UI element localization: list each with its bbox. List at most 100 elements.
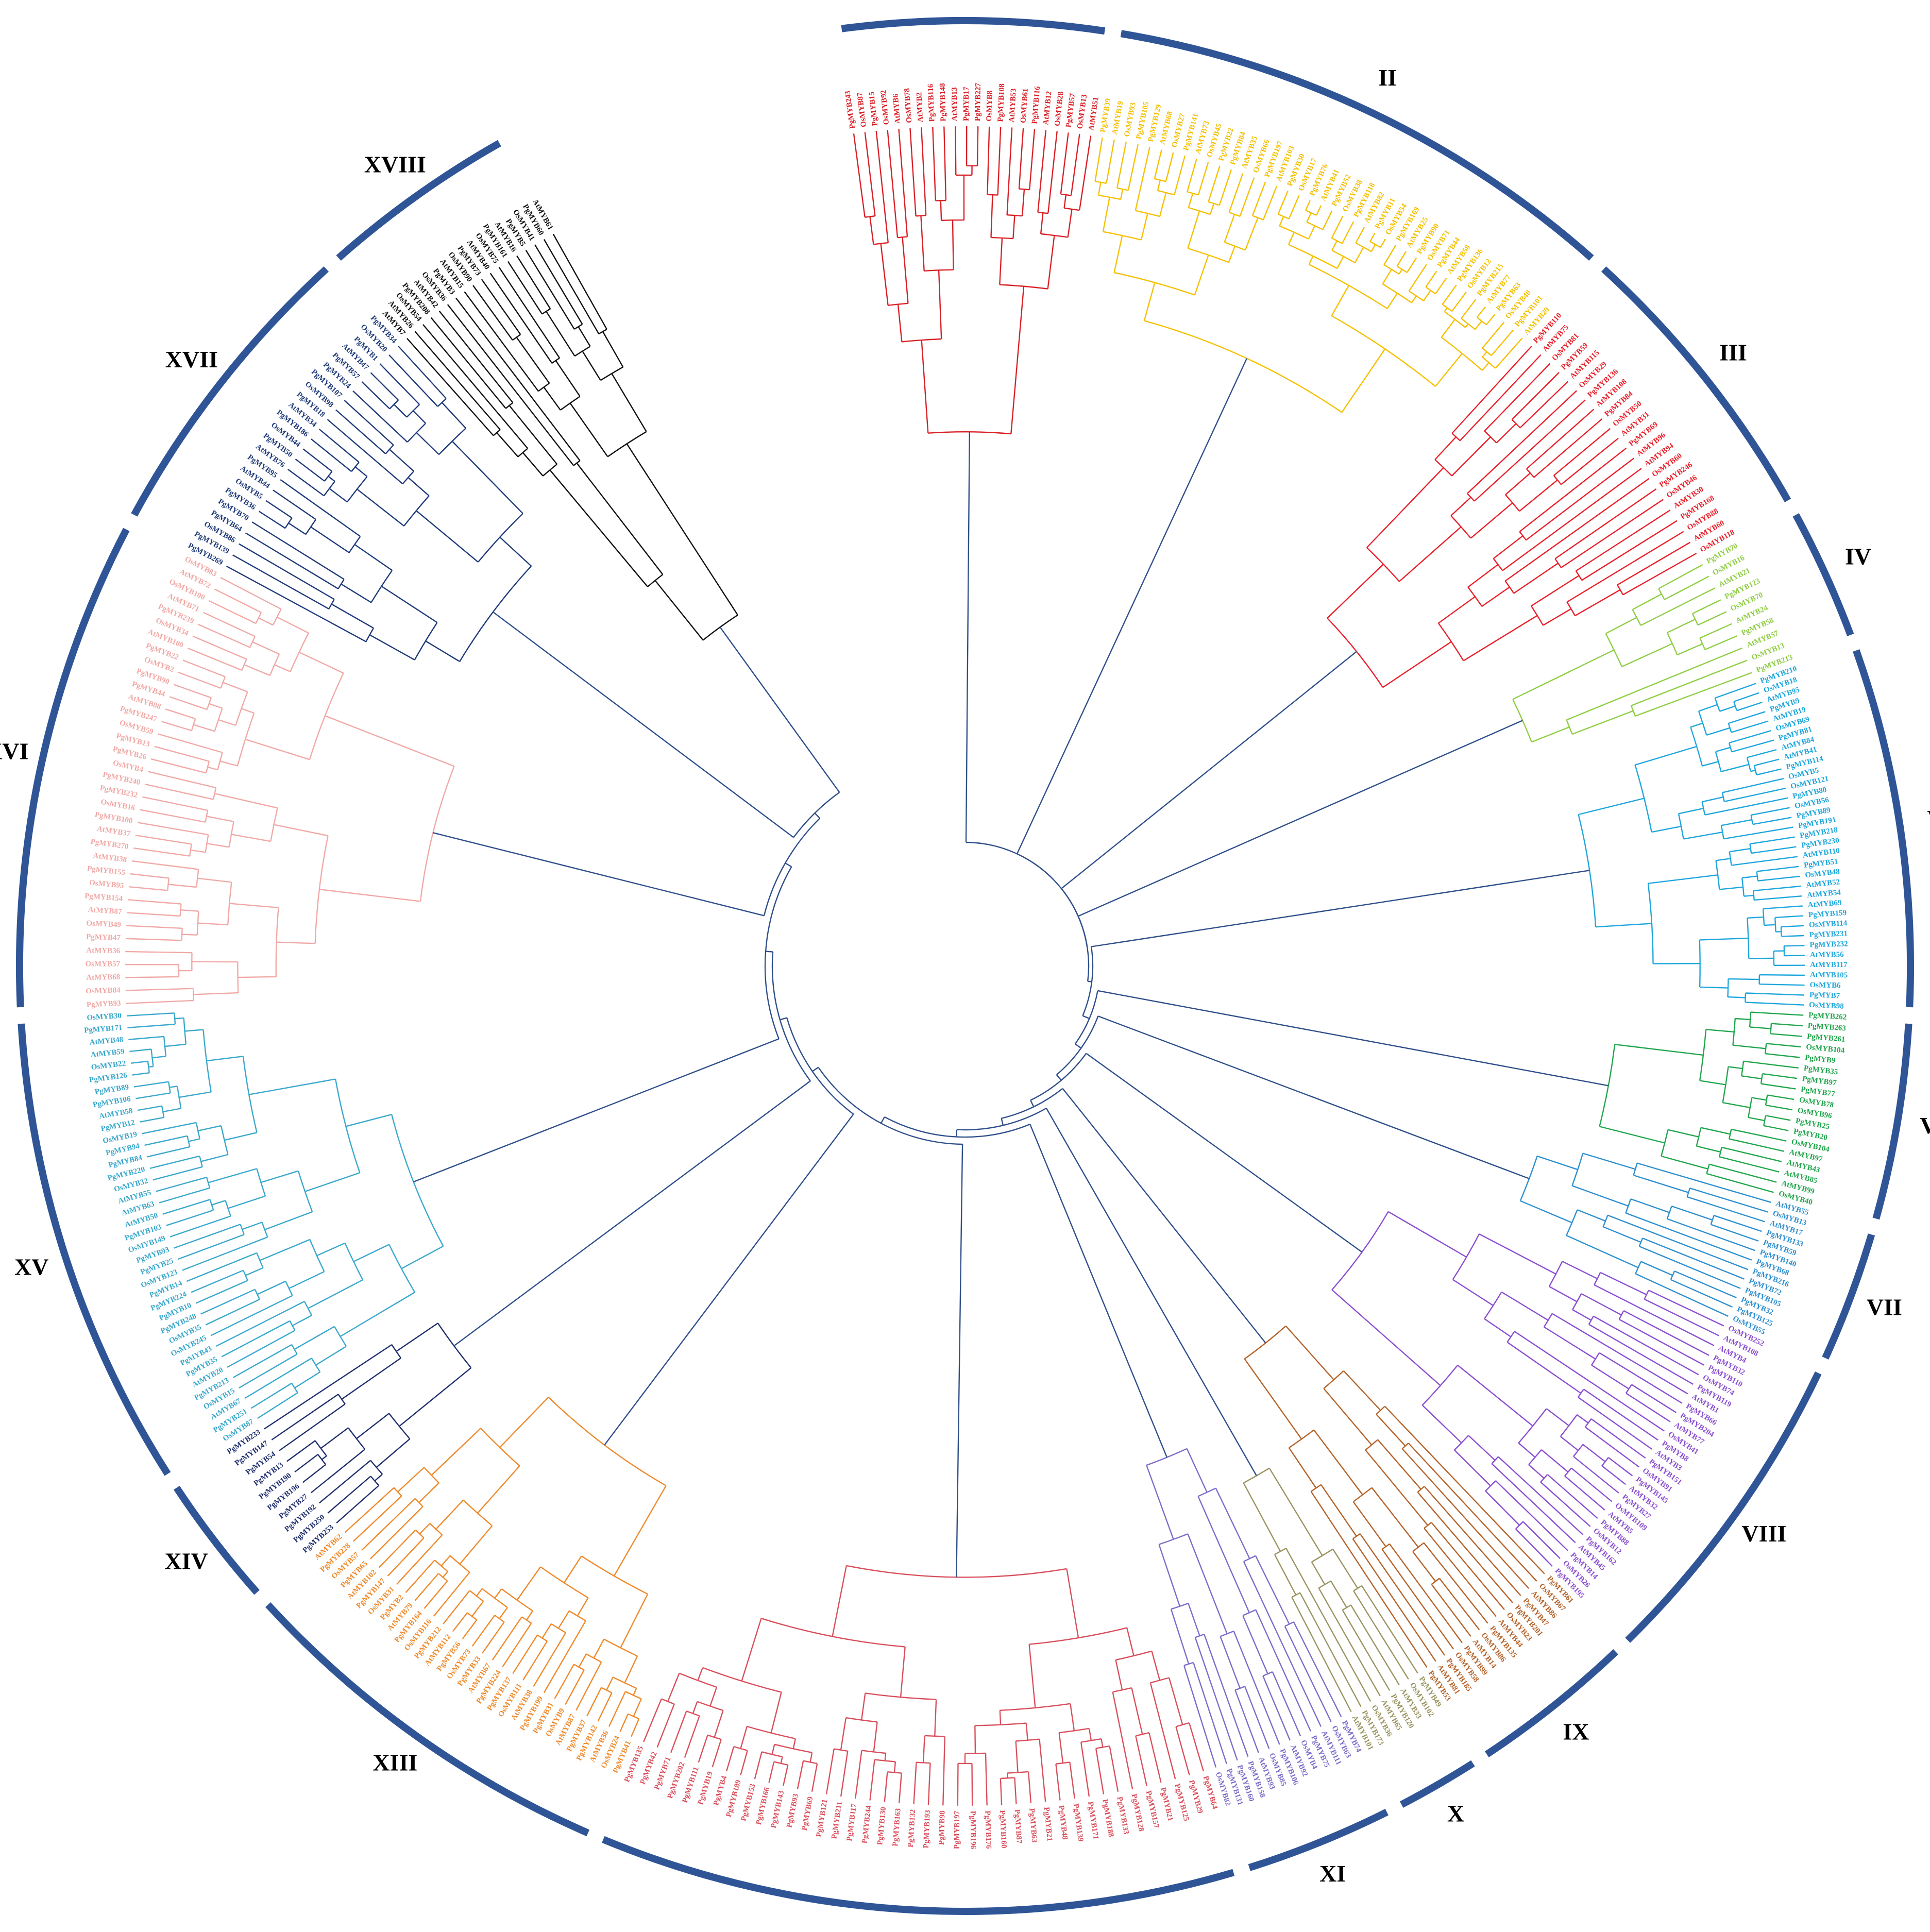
branch [308, 1242, 364, 1309]
branch [1421, 1364, 1533, 1444]
branch [1625, 1384, 1677, 1422]
branch [294, 1326, 347, 1366]
branch [1112, 1687, 1143, 1789]
branch [1765, 1094, 1794, 1111]
branch [1208, 165, 1232, 206]
branch [1729, 1128, 1787, 1152]
branch [516, 1566, 589, 1617]
leaf-label: AtMYB68 [86, 973, 120, 982]
branch [1548, 1261, 1598, 1302]
branch [1584, 1418, 1646, 1468]
branch [887, 129, 908, 239]
branch [932, 126, 947, 201]
leaf-label: OsMYB16 [100, 798, 136, 812]
branch [771, 1743, 813, 1762]
branch [1760, 1073, 1798, 1090]
leaf-label: PgMYB100 [94, 810, 133, 825]
branch [884, 1771, 902, 1804]
branch [396, 1323, 472, 1427]
branch [1783, 945, 1805, 957]
backbone-branch [1082, 870, 1590, 1020]
leaf-label: PgMYB89 [94, 1083, 129, 1096]
branch [142, 1122, 200, 1142]
branch [1220, 1630, 1280, 1745]
branch [1327, 564, 1452, 688]
leaf-label: PgMYB157 [1144, 1790, 1161, 1829]
leaf-label: OsMYB6 [1809, 981, 1841, 990]
branch [1571, 1153, 1636, 1207]
branch [1752, 885, 1802, 901]
branch [1727, 978, 1759, 998]
branch [1424, 1521, 1505, 1617]
branch [549, 463, 664, 587]
branch [187, 635, 247, 671]
leaf-label: PgMYB163 [891, 1808, 903, 1846]
leaf-label: PgMYB57 [1064, 93, 1077, 128]
clade-subtree [1094, 137, 1523, 413]
branch [1531, 575, 1580, 626]
branch [1515, 1521, 1561, 1567]
leaf-label: PgMYB128 [1130, 1793, 1145, 1832]
leaf-label: PgMYB63 [1027, 1808, 1038, 1843]
leaf-label: PgMYB106 [92, 1095, 131, 1109]
branch [311, 429, 360, 472]
branch [492, 1616, 532, 1668]
clade-subtree [1327, 346, 1697, 688]
branch [1719, 1146, 1782, 1173]
branch [1733, 692, 1763, 711]
branch [1741, 875, 1757, 897]
branch [1635, 1261, 1729, 1317]
branch [1756, 866, 1800, 882]
branch [1577, 1388, 1658, 1450]
branch [1028, 1627, 1135, 1708]
leaf-label: AtMYB37 [96, 825, 131, 838]
branch [1187, 211, 1235, 263]
leaf-label: OsMYB95 [89, 878, 124, 890]
branch [1451, 346, 1542, 442]
branch [245, 521, 345, 589]
clade-label: IV [1845, 544, 1871, 570]
branch [489, 267, 561, 364]
branch [1519, 1155, 1578, 1224]
branch [125, 951, 193, 972]
leaf-label: PgMYB4 [712, 1775, 729, 1807]
branch [1699, 937, 1749, 989]
branch [1365, 1439, 1429, 1526]
clade-subtree [1519, 1153, 1771, 1317]
branch [388, 346, 447, 407]
branch [1444, 307, 1469, 328]
branch [245, 651, 344, 760]
branch [1310, 1484, 1428, 1668]
branch [295, 448, 333, 482]
branch [670, 1710, 700, 1758]
leaf-label: PgMYB121 [815, 1799, 829, 1838]
branch [1274, 1548, 1372, 1702]
branch [1243, 1555, 1322, 1727]
branch [797, 1760, 818, 1792]
branch [1553, 428, 1619, 485]
branch [140, 796, 209, 823]
branch [582, 331, 624, 381]
clade-arc [131, 266, 329, 517]
branch [186, 1252, 264, 1282]
branch [1594, 1272, 1715, 1346]
clade-label: VII [1867, 1294, 1902, 1320]
branch [1572, 1444, 1619, 1494]
branch [1441, 319, 1489, 371]
leaf-label: PgMYB39 [1099, 98, 1113, 133]
leaf-label: PgMYB171 [84, 1024, 123, 1035]
branch [126, 1012, 176, 1028]
branch [435, 1499, 493, 1565]
branch [273, 489, 316, 535]
branch [1288, 232, 1344, 269]
leaf-label: OsMYB28 [1053, 91, 1065, 127]
branch [1097, 182, 1124, 200]
branch [335, 400, 394, 454]
leaf-label: PgMYB227 [974, 82, 983, 121]
branch [1721, 778, 1786, 802]
leaf-label: PgMYB69 [801, 1796, 815, 1831]
branch [667, 1672, 718, 1706]
leaf-label: AtMYB52 [1806, 878, 1840, 889]
branch [145, 771, 217, 800]
branch [294, 1454, 327, 1483]
